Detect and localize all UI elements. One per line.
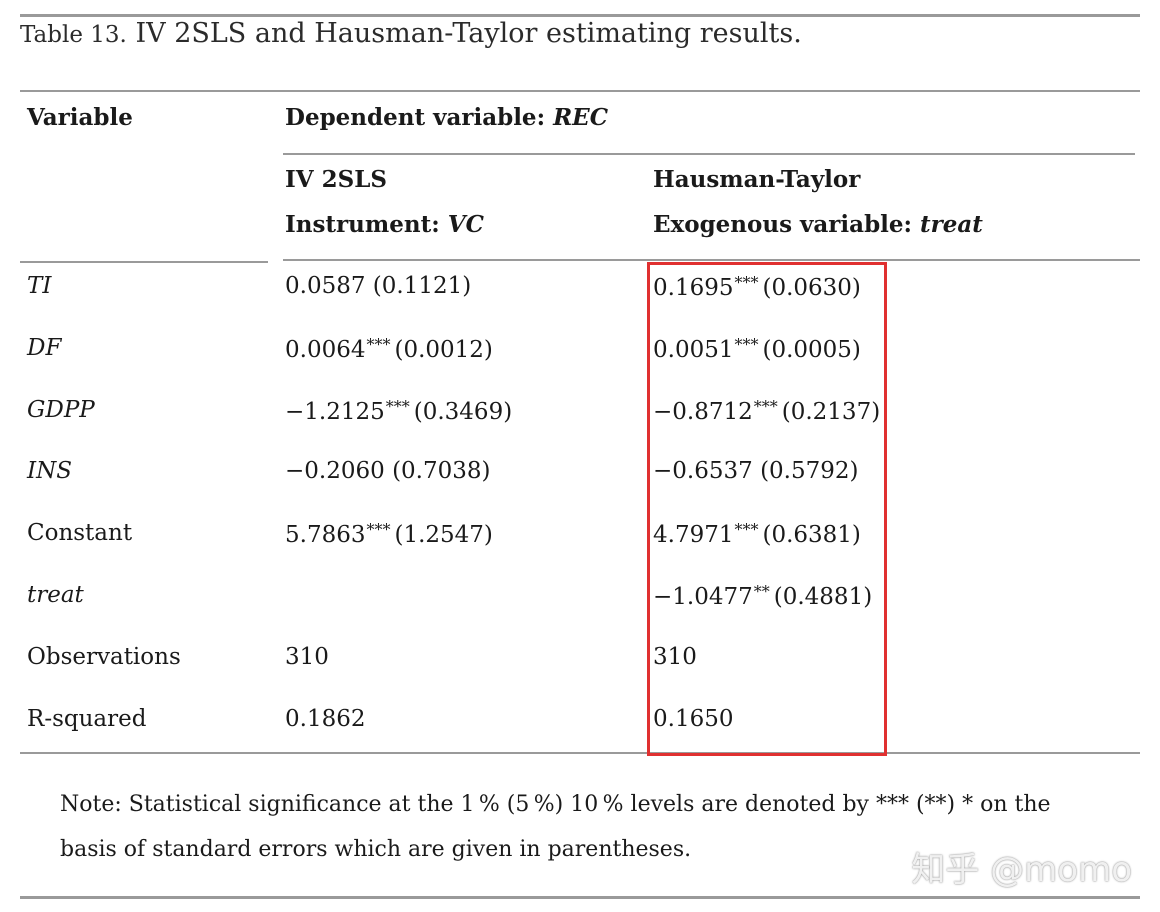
top-rule xyxy=(20,14,1140,17)
coef-value: 0.0051 xyxy=(653,337,734,363)
coef-value: 5.7863 xyxy=(285,522,366,548)
row-2-c1: −1.2125*** (0.3469) xyxy=(285,397,512,425)
row-6-variable: Observations xyxy=(27,644,181,670)
row-7-variable: R-squared xyxy=(27,706,147,732)
coef-value: −1.2125 xyxy=(285,399,385,425)
row-1-c2: 0.0051*** (0.0005) xyxy=(653,335,861,363)
header-dependent: Dependent variable: REC xyxy=(285,104,608,131)
significance-stars: ** xyxy=(753,582,770,601)
standard-error: (0.0012) xyxy=(394,337,493,363)
row-3-c1: −0.2060 (0.7038) xyxy=(285,458,491,484)
row-5-variable: treat xyxy=(27,582,84,608)
variable-col-rule xyxy=(20,261,268,263)
col2-title: Hausman-Taylor xyxy=(653,166,861,193)
col2-subtitle: Exogenous variable: treat xyxy=(653,211,983,238)
row-0-variable: TI xyxy=(27,273,52,299)
col1-subtitle: Instrument: VC xyxy=(285,211,484,238)
significance-stars: *** xyxy=(753,397,778,416)
coef-value: 0.1650 xyxy=(653,706,734,732)
header-bottom-rule xyxy=(283,259,1140,261)
coef-value: −0.6537 xyxy=(653,458,753,484)
row-1-variable: DF xyxy=(27,335,62,361)
row-4-c2: 4.7971*** (0.6381) xyxy=(653,520,861,548)
col2-sub-prefix: Exogenous variable: xyxy=(653,211,921,238)
coef-value: 0.0064 xyxy=(285,337,366,363)
coef-value: 4.7971 xyxy=(653,522,734,548)
row-2-c2: −0.8712*** (0.2137) xyxy=(653,397,880,425)
coef-value: 0.0587 xyxy=(285,273,366,299)
row-1-c1: 0.0064*** (0.0012) xyxy=(285,335,493,363)
dependent-prefix: Dependent variable: xyxy=(285,104,554,131)
coef-value: −1.0477 xyxy=(653,584,753,610)
standard-error: (0.0005) xyxy=(762,337,861,363)
standard-error: (0.6381) xyxy=(762,522,861,548)
coef-value: 0.1862 xyxy=(285,706,366,732)
standard-error: (0.3469) xyxy=(413,399,513,425)
significance-stars: *** xyxy=(366,520,391,539)
coef-value: −0.2060 xyxy=(285,458,385,484)
standard-error: (0.5792) xyxy=(760,458,859,484)
row-3-variable: INS xyxy=(27,458,72,484)
significance-stars: *** xyxy=(385,397,410,416)
caption-text: IV 2SLS and Hausman-Taylor estimating re… xyxy=(126,18,802,49)
row-4-c1: 5.7863*** (1.2547) xyxy=(285,520,493,548)
row-0-c2: 0.1695*** (0.0630) xyxy=(653,273,861,301)
row-7-c1: 0.1862 xyxy=(285,706,365,732)
row-6-c2: 310 xyxy=(653,644,697,670)
dependent-var: REC xyxy=(553,104,609,131)
header-top-rule xyxy=(20,90,1140,92)
row-0-c1: 0.0587 (0.1121) xyxy=(285,273,471,299)
standard-error: (0.2137) xyxy=(781,399,881,425)
standard-error: (0.1121) xyxy=(372,273,472,299)
coef-value: −0.8712 xyxy=(653,399,753,425)
significance-stars: *** xyxy=(734,520,759,539)
coef-value: 0.1695 xyxy=(653,275,734,301)
col1-sub-prefix: Instrument: xyxy=(285,211,448,238)
row-4-variable: Constant xyxy=(27,520,133,546)
standard-error: (1.2547) xyxy=(394,522,493,548)
header-variable: Variable xyxy=(27,104,133,131)
col1-title: IV 2SLS xyxy=(285,166,388,193)
dependent-rule xyxy=(283,153,1135,155)
coef-value: 310 xyxy=(653,644,697,670)
row-3-c2: −0.6537 (0.5792) xyxy=(653,458,859,484)
standard-error: (0.0630) xyxy=(762,275,861,301)
highlight-box xyxy=(647,262,887,756)
table-bottom-rule xyxy=(20,752,1140,754)
col1-sub-var: VC xyxy=(447,211,484,238)
significance-stars: *** xyxy=(734,335,759,354)
watermark: 知乎 @momo xyxy=(911,850,1132,890)
table-note: Note: Statistical significance at the 1 … xyxy=(60,792,1051,862)
row-5-c2: −1.0477** (0.4881) xyxy=(653,582,872,610)
standard-error: (0.4881) xyxy=(773,584,873,610)
page-bottom-rule xyxy=(20,896,1140,899)
table-caption: Table 13. IV 2SLS and Hausman-Taylor est… xyxy=(20,18,802,49)
coef-value: 310 xyxy=(285,644,329,670)
row-6-c1: 310 xyxy=(285,644,329,670)
significance-stars: *** xyxy=(366,335,391,354)
caption-label: Table 13. xyxy=(20,22,127,48)
row-7-c2: 0.1650 xyxy=(653,706,733,732)
significance-stars: *** xyxy=(734,273,759,292)
standard-error: (0.7038) xyxy=(392,458,491,484)
col2-sub-var: treat xyxy=(920,211,983,238)
row-2-variable: GDPP xyxy=(27,397,95,423)
